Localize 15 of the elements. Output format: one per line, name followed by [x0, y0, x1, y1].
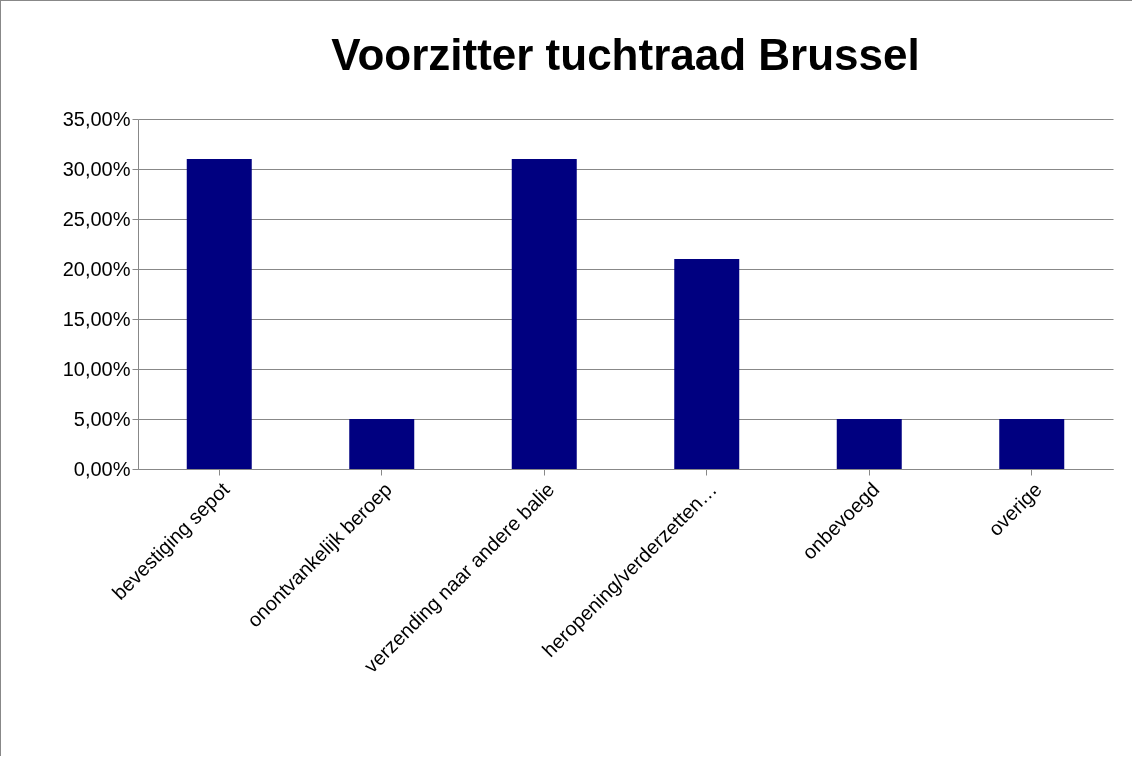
y-tick-label: 15,00% — [62, 307, 131, 330]
bar — [836, 419, 902, 469]
y-tick-label: 30,00% — [62, 157, 131, 180]
y-tick-label: 20,00% — [62, 257, 131, 280]
bar — [349, 419, 415, 469]
y-tick-label: 10,00% — [62, 357, 131, 380]
bar — [674, 259, 740, 469]
y-tick-label: 35,00% — [62, 107, 131, 130]
bar — [999, 419, 1065, 469]
y-tick-label: 0,00% — [73, 457, 131, 480]
bar — [186, 159, 252, 469]
y-tick-label: 25,00% — [62, 207, 131, 230]
chart-title: Voorzitter tuchtraad Brussel — [331, 30, 920, 79]
y-tick-label: 5,00% — [73, 407, 131, 430]
bar — [511, 159, 577, 469]
